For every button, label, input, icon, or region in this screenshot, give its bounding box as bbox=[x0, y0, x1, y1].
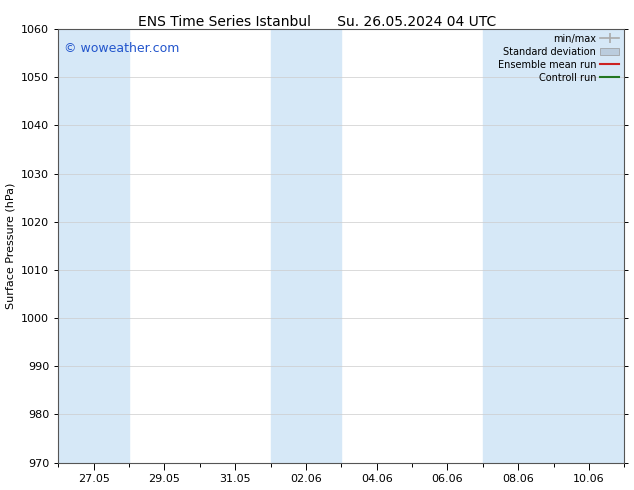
Bar bbox=[58, 29, 129, 463]
Legend: min/max, Standard deviation, Ensemble mean run, Controll run: min/max, Standard deviation, Ensemble me… bbox=[494, 30, 623, 87]
Text: ENS Time Series Istanbul      Su. 26.05.2024 04 UTC: ENS Time Series Istanbul Su. 26.05.2024 … bbox=[138, 15, 496, 29]
Y-axis label: Surface Pressure (hPa): Surface Pressure (hPa) bbox=[6, 183, 16, 309]
Bar bbox=[271, 29, 341, 463]
Bar bbox=[482, 29, 624, 463]
Text: © woweather.com: © woweather.com bbox=[64, 42, 179, 55]
